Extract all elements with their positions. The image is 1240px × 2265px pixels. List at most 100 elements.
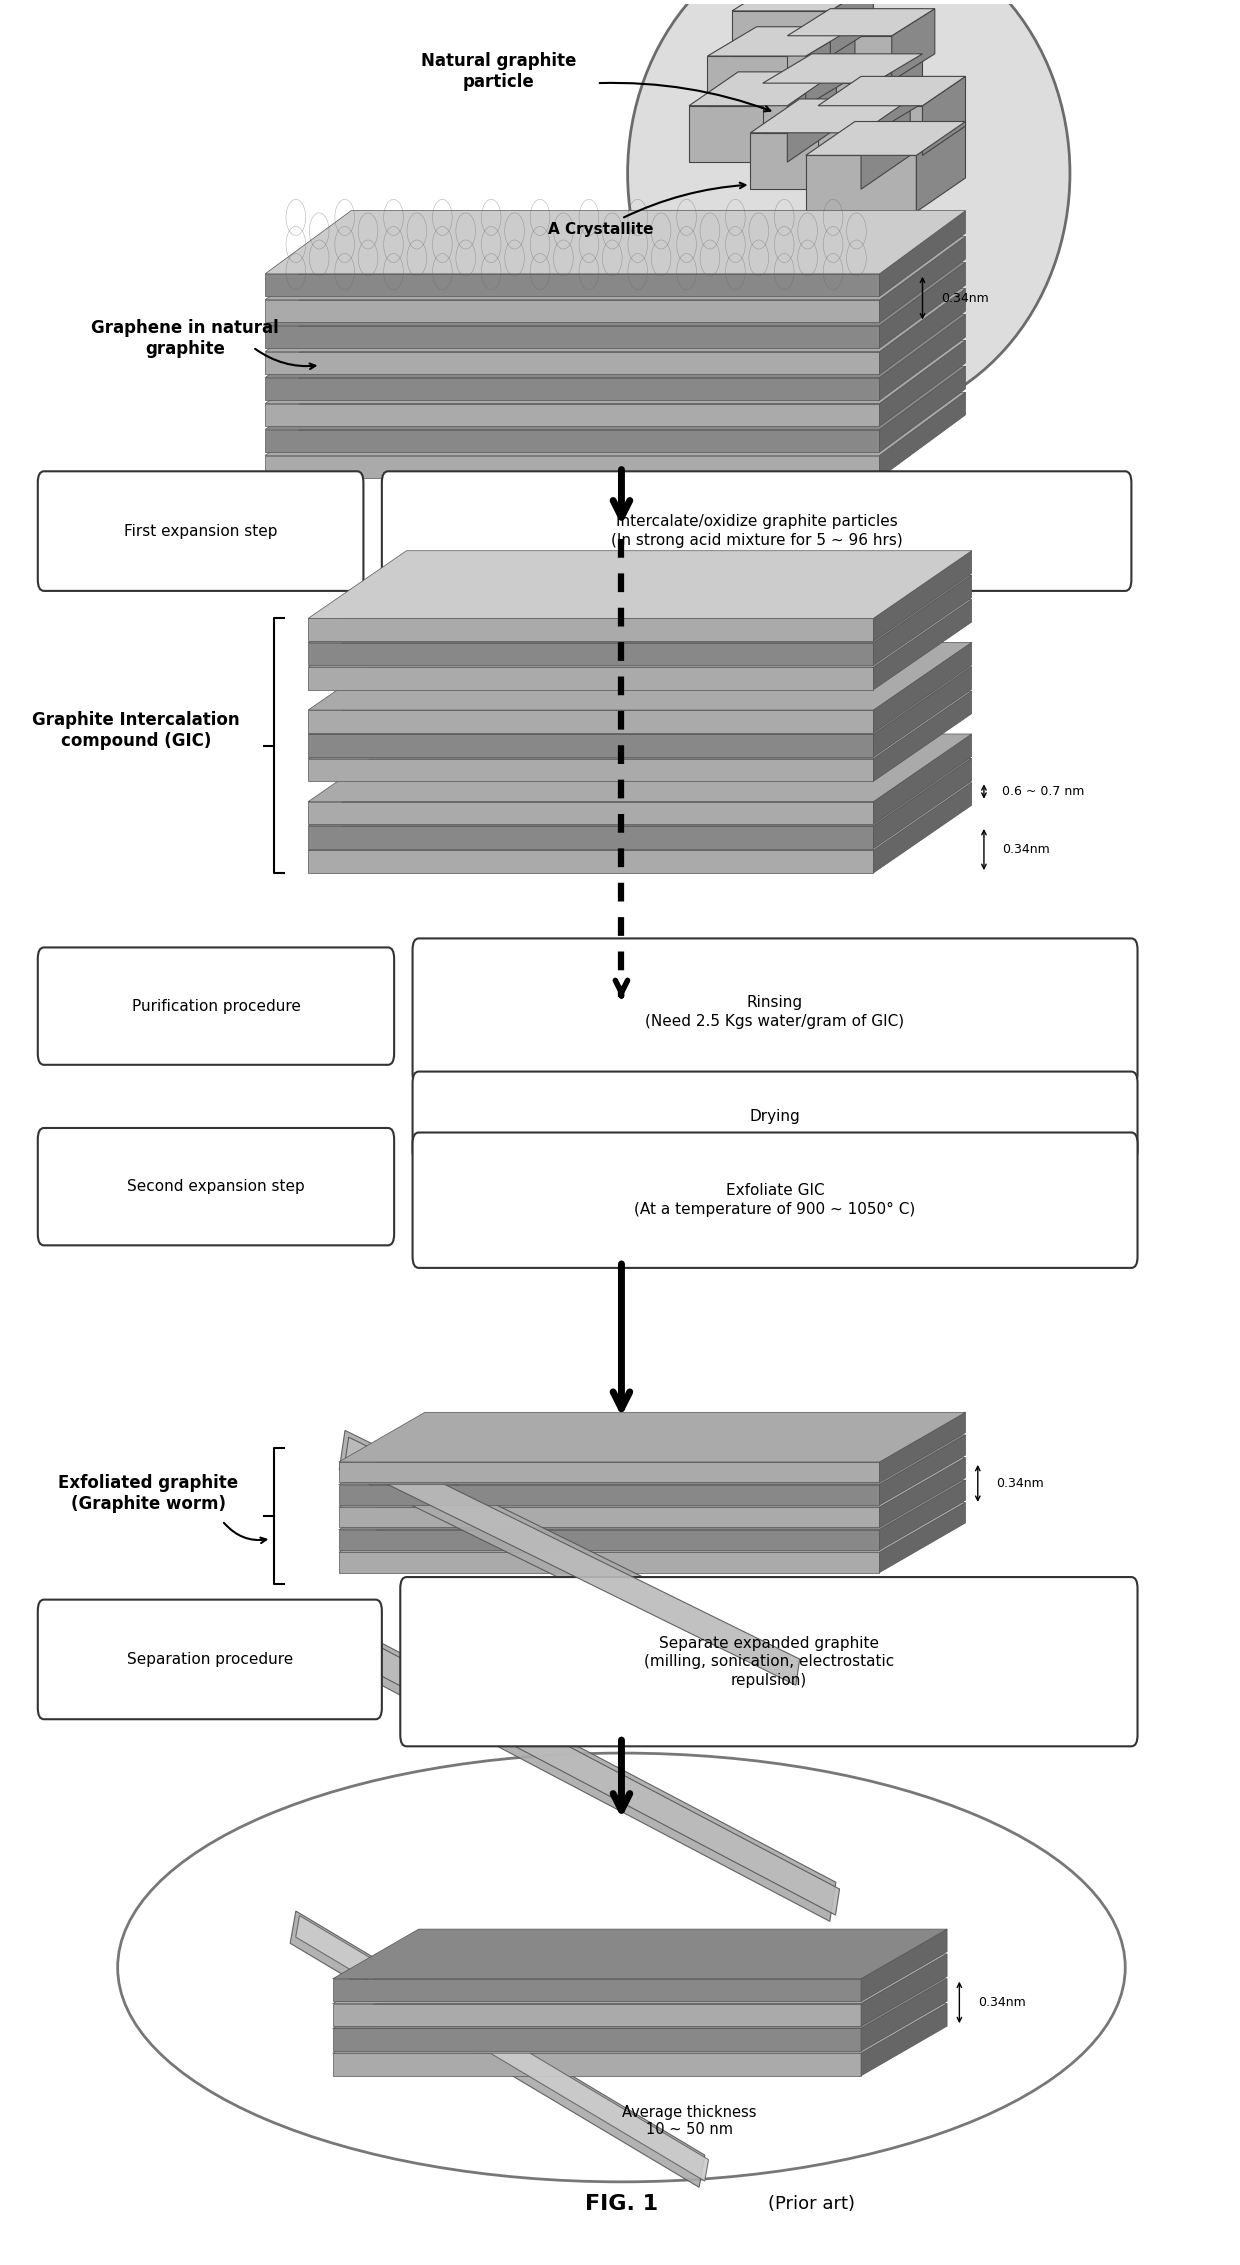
Polygon shape <box>339 1461 879 1481</box>
Polygon shape <box>308 668 873 691</box>
Polygon shape <box>339 1529 879 1549</box>
Polygon shape <box>295 1916 708 2181</box>
Polygon shape <box>339 1552 879 1572</box>
Polygon shape <box>750 134 861 190</box>
Polygon shape <box>689 72 837 106</box>
Polygon shape <box>332 1955 947 2005</box>
Polygon shape <box>873 759 972 849</box>
Polygon shape <box>339 1413 966 1461</box>
Text: Exfoliated graphite
(Graphite worm): Exfoliated graphite (Graphite worm) <box>58 1475 238 1513</box>
Text: Separate expanded graphite
(milling, sonication, electrostatic
repulsion): Separate expanded graphite (milling, son… <box>644 1635 894 1687</box>
Text: Graphene in natural
graphite: Graphene in natural graphite <box>92 319 279 358</box>
Polygon shape <box>265 236 966 299</box>
Text: 0.34nm: 0.34nm <box>941 292 988 304</box>
Polygon shape <box>308 691 972 759</box>
Polygon shape <box>806 27 854 106</box>
Polygon shape <box>308 600 972 668</box>
Polygon shape <box>873 600 972 691</box>
FancyBboxPatch shape <box>37 471 363 591</box>
Polygon shape <box>265 351 879 374</box>
Polygon shape <box>787 72 837 163</box>
Polygon shape <box>708 27 854 57</box>
Text: First expansion step: First expansion step <box>124 523 278 539</box>
Polygon shape <box>879 1456 966 1527</box>
Polygon shape <box>916 122 966 213</box>
Polygon shape <box>265 211 966 274</box>
Text: Intercalate/oxidize graphite particles
(In strong acid mixture for 5 ~ 96 hrs): Intercalate/oxidize graphite particles (… <box>611 514 903 548</box>
Polygon shape <box>339 1502 966 1552</box>
Text: FIG. 1: FIG. 1 <box>585 2195 658 2215</box>
Polygon shape <box>708 57 806 106</box>
FancyBboxPatch shape <box>382 471 1131 591</box>
Polygon shape <box>339 1484 879 1504</box>
Polygon shape <box>879 1436 966 1504</box>
Polygon shape <box>265 340 966 403</box>
Polygon shape <box>339 1456 966 1506</box>
Text: Natural graphite
particle: Natural graphite particle <box>420 52 577 91</box>
Polygon shape <box>879 236 966 322</box>
Polygon shape <box>750 100 910 134</box>
Polygon shape <box>339 1479 966 1529</box>
FancyBboxPatch shape <box>413 938 1137 1085</box>
Polygon shape <box>879 1413 966 1481</box>
Polygon shape <box>873 575 972 666</box>
Polygon shape <box>787 36 892 82</box>
Text: Rinsing
(Need 2.5 Kgs water/gram of GIC): Rinsing (Need 2.5 Kgs water/gram of GIC) <box>646 994 905 1028</box>
Polygon shape <box>332 2052 861 2075</box>
Polygon shape <box>879 288 966 374</box>
Text: Separation procedure: Separation procedure <box>126 1651 293 1667</box>
Text: (Prior art): (Prior art) <box>769 2195 856 2213</box>
FancyBboxPatch shape <box>413 1071 1137 1162</box>
Polygon shape <box>879 1479 966 1549</box>
Polygon shape <box>265 263 966 326</box>
Polygon shape <box>308 550 972 618</box>
Polygon shape <box>861 1980 947 2052</box>
Polygon shape <box>818 106 923 156</box>
Text: Average thickness
10 ~ 50 nm: Average thickness 10 ~ 50 nm <box>621 2104 756 2138</box>
FancyBboxPatch shape <box>37 1128 394 1246</box>
Text: 0.34nm: 0.34nm <box>978 1995 1025 2009</box>
Polygon shape <box>332 1930 947 1980</box>
Polygon shape <box>879 263 966 349</box>
Polygon shape <box>861 1930 947 2002</box>
Ellipse shape <box>627 0 1070 421</box>
Polygon shape <box>861 2005 947 2075</box>
Polygon shape <box>873 643 972 732</box>
Polygon shape <box>332 2005 947 2052</box>
Polygon shape <box>265 315 966 378</box>
Polygon shape <box>308 849 873 872</box>
Polygon shape <box>265 455 879 478</box>
Polygon shape <box>879 315 966 401</box>
Polygon shape <box>879 1502 966 1572</box>
Polygon shape <box>873 784 972 872</box>
Polygon shape <box>265 367 966 430</box>
Polygon shape <box>732 0 873 11</box>
Polygon shape <box>308 618 873 641</box>
Polygon shape <box>308 759 873 781</box>
Polygon shape <box>763 84 873 134</box>
Polygon shape <box>345 1438 800 1685</box>
Text: 0.34nm: 0.34nm <box>1002 843 1050 856</box>
Polygon shape <box>308 802 873 824</box>
Polygon shape <box>861 1955 947 2027</box>
Text: Purification procedure: Purification procedure <box>131 999 300 1015</box>
Polygon shape <box>339 1506 879 1527</box>
Polygon shape <box>308 666 972 734</box>
Polygon shape <box>763 54 923 84</box>
Polygon shape <box>332 2029 861 2052</box>
Polygon shape <box>873 691 972 781</box>
Polygon shape <box>892 9 935 82</box>
Polygon shape <box>308 643 873 666</box>
Polygon shape <box>265 274 879 297</box>
Text: A Crystallite: A Crystallite <box>548 222 653 238</box>
Text: 0.6 ~ 0.7 nm: 0.6 ~ 0.7 nm <box>1002 786 1085 797</box>
Polygon shape <box>308 734 873 757</box>
Polygon shape <box>879 211 966 297</box>
Polygon shape <box>806 122 966 156</box>
Text: Second expansion step: Second expansion step <box>126 1180 305 1194</box>
Polygon shape <box>363 1640 839 1916</box>
Polygon shape <box>265 299 879 322</box>
Polygon shape <box>308 759 972 827</box>
Polygon shape <box>308 734 972 802</box>
Polygon shape <box>332 1980 861 2002</box>
